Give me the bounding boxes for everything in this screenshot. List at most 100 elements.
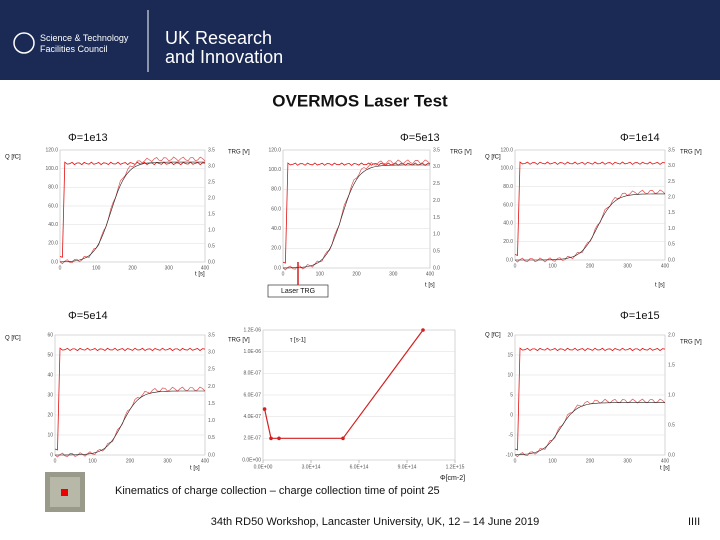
tick-label: 3.0 xyxy=(208,349,215,355)
x-tick-label: 3.0E+14 xyxy=(302,464,321,470)
tick-label: 400 xyxy=(661,263,670,269)
caption: Kinematics of charge collection – charge… xyxy=(115,485,440,497)
y-tick-label: 1.0E-06 xyxy=(243,349,261,355)
page-number: IIII xyxy=(688,516,700,528)
x-tick-label: 0.0E+00 xyxy=(254,464,273,470)
tick-label: 200 xyxy=(586,458,595,464)
tick-label: 2.0 xyxy=(668,332,675,338)
tick-label: 120.0 xyxy=(45,147,58,153)
tick-label: 3.5 xyxy=(208,147,215,153)
tick-label: 2.5 xyxy=(668,179,675,185)
y-tick-label: 0.0E+00 xyxy=(242,457,261,463)
tick-label: 120.0 xyxy=(268,147,281,153)
axis-label: Q [fC] xyxy=(485,333,501,339)
tick-label: 60.0 xyxy=(271,206,281,212)
tick-label: 2.0 xyxy=(433,198,440,204)
org2: and Innovation xyxy=(165,47,283,67)
tick-label: 300 xyxy=(389,271,398,277)
tick-label: 0.0 xyxy=(208,259,215,265)
org1: Science & Technology Facilities Council xyxy=(40,33,129,54)
point xyxy=(277,436,281,441)
tick-label: 20.0 xyxy=(503,239,513,245)
tick-label: 3.5 xyxy=(433,147,440,153)
tick-label: 60.0 xyxy=(503,202,513,208)
tick-label: 10 xyxy=(507,372,513,378)
axis-label: t [s] xyxy=(660,466,670,472)
q-curve xyxy=(282,159,431,271)
tick-label: 1.5 xyxy=(668,210,675,216)
q-fit xyxy=(515,193,665,261)
tick-label: 1.0 xyxy=(208,418,215,424)
axis-label: TRG [V] xyxy=(680,340,702,346)
tick-label: 400 xyxy=(661,458,670,464)
tick-label: 40.0 xyxy=(271,226,281,232)
tick-label: 100 xyxy=(316,271,325,277)
tick-label: 300 xyxy=(165,265,174,271)
point xyxy=(421,328,425,332)
tick-label: 1.0 xyxy=(433,232,440,238)
tick-label: 2.5 xyxy=(433,181,440,187)
tick-label: 120.0 xyxy=(500,147,513,153)
tick-label: 100 xyxy=(548,263,557,269)
tick-label: 40.0 xyxy=(48,222,58,228)
q-curve xyxy=(59,156,206,265)
tick-label: 5 xyxy=(510,392,513,398)
axis-label: TRG [V] xyxy=(228,338,250,344)
tick-label: 20 xyxy=(507,332,513,338)
tick-label: 100 xyxy=(92,265,101,271)
tick-label: 0.0 xyxy=(668,257,675,263)
tick-label: 100.0 xyxy=(500,166,513,172)
tick-label: 2.0 xyxy=(208,384,215,390)
axis-label: t [s] xyxy=(655,283,665,289)
tick-label: 100.0 xyxy=(45,166,58,172)
tick-label: 3.0 xyxy=(433,164,440,170)
tick-label: 0.5 xyxy=(208,243,215,249)
tick-label: 0 xyxy=(514,263,517,269)
trg-curve xyxy=(514,347,666,451)
panel-label: Φ=1e15 xyxy=(620,310,660,322)
tick-label: 0.0 xyxy=(668,452,675,458)
tick-label: 50 xyxy=(47,352,53,358)
q-fit xyxy=(60,161,205,263)
q-fit xyxy=(283,164,430,269)
axis-label: Q [fC] xyxy=(485,155,501,161)
tick-label: 2.5 xyxy=(208,367,215,373)
tick-label: 0 xyxy=(510,412,513,418)
tick-label: 300 xyxy=(623,263,632,269)
tick-label: 0 xyxy=(50,452,53,458)
tick-label: 40.0 xyxy=(503,221,513,227)
tick-label: 0.5 xyxy=(433,248,440,254)
tick-label: 20 xyxy=(47,412,53,418)
trg-curve xyxy=(514,161,666,256)
tick-label: 2.5 xyxy=(208,179,215,185)
tick-label: 300 xyxy=(163,458,172,464)
tick-label: 0.5 xyxy=(208,435,215,441)
tick-label: 3.0 xyxy=(668,163,675,169)
chip-icon xyxy=(45,472,85,512)
tick-label: 1.0 xyxy=(668,392,675,398)
tick-label: 1.0 xyxy=(208,227,215,233)
tick-label: 200 xyxy=(126,458,135,464)
tick-label: 0.0 xyxy=(51,259,58,265)
axis-label: TRG [V] xyxy=(228,150,250,156)
y-tick-label: 8.0E-07 xyxy=(243,371,261,377)
point xyxy=(341,436,345,441)
tick-label: 200 xyxy=(128,265,137,271)
q-fit xyxy=(514,402,665,456)
q-fit xyxy=(55,390,205,456)
tick-label: 1.0 xyxy=(668,226,675,232)
y-tick-label: 6.0E-07 xyxy=(243,392,261,398)
point xyxy=(269,436,273,441)
axis-label: Q [fC] xyxy=(5,155,21,161)
tick-label: 0.5 xyxy=(668,242,675,248)
tick-label: 40 xyxy=(47,372,53,378)
tick-label: 80.0 xyxy=(271,187,281,193)
tick-label: 200 xyxy=(586,263,595,269)
panel-label: Φ=1e13 xyxy=(68,132,108,144)
x-axis-label: Φ[cm-2] xyxy=(440,475,465,482)
q-curve xyxy=(514,189,666,263)
tick-label: 0 xyxy=(282,271,285,277)
trg-curve xyxy=(54,347,206,451)
tick-label: 1.5 xyxy=(668,362,675,368)
